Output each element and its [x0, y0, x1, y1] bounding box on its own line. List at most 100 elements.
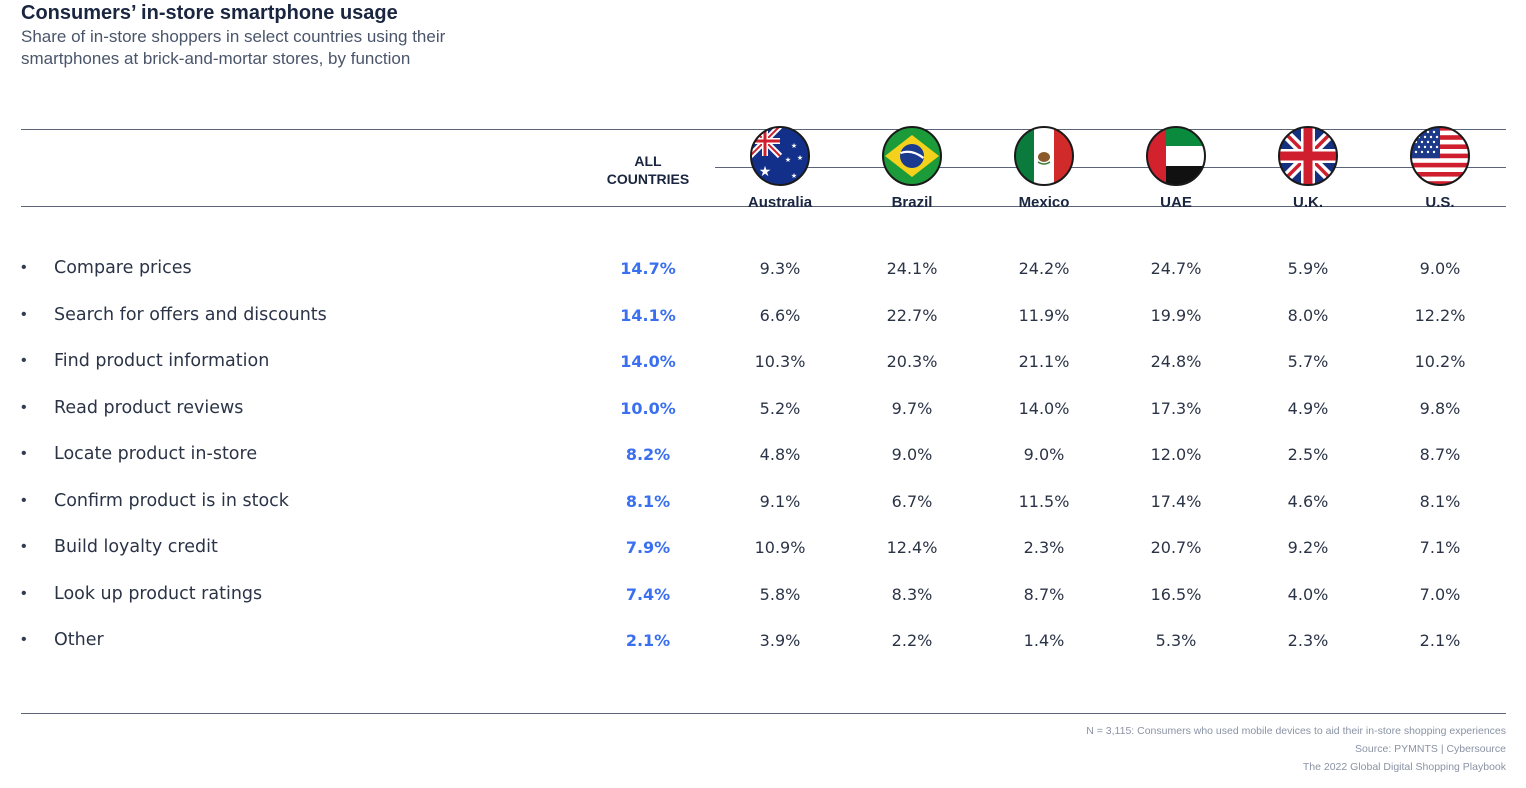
- row-label: Read product reviews: [54, 397, 244, 418]
- footer-rule: [21, 713, 1506, 714]
- country-value: 20.3%: [886, 352, 938, 371]
- all-countries-value: 14.0%: [620, 352, 676, 371]
- country-value: 4.9%: [1287, 398, 1329, 418]
- country-value: 4.6%: [1287, 491, 1329, 511]
- uae-flag-icon: [1146, 126, 1206, 186]
- country-value: 9.0%: [1023, 445, 1065, 464]
- row-label: Search for offers and discounts: [54, 304, 327, 325]
- flag-band-bottom-rule: [715, 167, 1506, 168]
- top-rule: [21, 129, 715, 130]
- country-value: 6.6%: [759, 305, 801, 325]
- country-value: 5.2%: [759, 398, 801, 418]
- country-value: 5.9%: [1287, 259, 1329, 278]
- country-name-australia: Australia: [747, 194, 813, 211]
- table-row: • Locate product in-store 8.2% 4.8% 9.0% 9.0%…: [0, 437, 1526, 477]
- country-value: 8.0%: [1287, 305, 1329, 325]
- all-countries-value: 2.1%: [625, 631, 671, 650]
- bullet-marker: •: [21, 445, 27, 462]
- all-countries-value: 7.9%: [625, 538, 671, 557]
- all-countries-value: 14.1%: [620, 305, 676, 325]
- country-value: 2.5%: [1287, 445, 1329, 464]
- table-row: • Find product information 14.0% 10.3% 20.3%…: [0, 344, 1526, 384]
- table-row: • Confirm product is in stock 8.1% 9.1% 6.7%…: [0, 484, 1526, 524]
- all-countries-value: 14.7%: [620, 259, 676, 278]
- country-value: 5.8%: [759, 584, 801, 604]
- footer-source: Source: PYMNTS | Cybersource: [1355, 743, 1506, 755]
- country-value: 24.2%: [1018, 259, 1070, 278]
- mexico-flag-icon: [1014, 126, 1074, 186]
- country-value: 7.1%: [1419, 538, 1461, 557]
- bullet-marker: •: [21, 538, 27, 555]
- country-value: 9.7%: [891, 398, 933, 418]
- country-value: 10.2%: [1414, 352, 1466, 371]
- country-name-uk: U.K.: [1293, 194, 1323, 211]
- row-label: Locate product in-store: [54, 444, 258, 464]
- footer-note: N = 3,115: Consumers who used mobile dev…: [1086, 725, 1506, 737]
- country-name-mexico: Mexico: [1018, 194, 1070, 211]
- country-value: 12.0%: [1150, 445, 1202, 464]
- country-value: 14.0%: [1018, 398, 1070, 418]
- chart-title: Consumers’ in-store smartphone usage: [21, 2, 398, 24]
- country-value: 9.1%: [759, 491, 801, 511]
- country-header-us: U.S.: [1380, 126, 1500, 211]
- country-value: 11.5%: [1018, 491, 1070, 511]
- row-label: Look up product ratings: [54, 583, 263, 604]
- row-label: Other: [54, 630, 104, 650]
- country-value: 3.9%: [759, 631, 801, 650]
- all-countries-line1: ALL: [634, 153, 662, 169]
- svg-text:★: ★: [797, 154, 803, 162]
- country-value: 8.7%: [1023, 584, 1065, 604]
- country-value: 9.0%: [891, 445, 933, 464]
- header-rule: [21, 206, 1506, 207]
- svg-text:★: ★: [785, 156, 791, 164]
- all-countries-value: 10.0%: [620, 398, 676, 418]
- row-label: Find product information: [54, 351, 270, 371]
- country-value: 24.8%: [1150, 352, 1202, 371]
- country-value: 8.1%: [1419, 491, 1461, 511]
- table-row: • Other 2.1% 3.9% 2.2% 1.4% 5.3% 2.3% 2.1%: [0, 623, 1526, 663]
- country-header-brazil: Brazil: [852, 126, 972, 211]
- table-row: • Read product reviews 10.0% 5.2% 9.7% 14.0% 1…: [0, 391, 1526, 431]
- country-value: 1.4%: [1023, 631, 1065, 650]
- country-value: 9.3%: [759, 259, 801, 278]
- country-value: 4.8%: [759, 445, 801, 464]
- country-header-uae: UAE: [1116, 126, 1236, 211]
- bullet-marker: •: [21, 259, 27, 276]
- country-value: 5.3%: [1155, 631, 1197, 650]
- country-value: 6.7%: [891, 491, 933, 511]
- country-header-australia: ★ ★ ★ ★ ★ Australia: [720, 126, 840, 211]
- row-label: Confirm product is in stock: [54, 490, 289, 511]
- country-value: 9.8%: [1419, 398, 1461, 418]
- bullet-marker: •: [21, 305, 27, 323]
- all-countries-value: 8.1%: [625, 491, 671, 511]
- table-row: • Look up product ratings 7.4% 5.8% 8.3% 8.7%…: [0, 577, 1526, 617]
- country-value: 7.0%: [1419, 584, 1461, 604]
- all-countries-header: ALL COUNTRIES: [588, 152, 708, 188]
- us-flag-icon: [1410, 126, 1470, 186]
- table-row: • Compare prices 14.7% 9.3% 24.1% 24.2% 24.7% 5…: [0, 251, 1526, 291]
- country-value: 22.7%: [886, 305, 938, 325]
- table-row: • Search for offers and discounts 14.1% 6.6…: [0, 298, 1526, 338]
- country-value: 2.1%: [1419, 631, 1461, 650]
- bullet-marker: •: [21, 631, 27, 648]
- country-value: 24.7%: [1150, 259, 1202, 278]
- country-value: 9.0%: [1419, 259, 1461, 278]
- country-value: 17.4%: [1150, 491, 1202, 511]
- uk-flag-icon: [1278, 126, 1338, 186]
- footer-publication: The 2022 Global Digital Shopping Playboo…: [1302, 761, 1506, 773]
- country-header-uk: U.K.: [1248, 126, 1368, 211]
- row-label: Compare prices: [54, 258, 192, 278]
- chart-subtitle: Share of in-store shoppers in select cou…: [21, 27, 446, 68]
- country-value: 2.3%: [1023, 538, 1065, 557]
- svg-text:★: ★: [791, 172, 797, 180]
- country-value: 4.0%: [1287, 584, 1329, 604]
- all-countries-value: 7.4%: [625, 584, 671, 604]
- country-name-brazil: Brazil: [891, 194, 933, 211]
- table-row: • Build loyalty credit 7.9% 10.9% 12.4% 2.3% 2…: [0, 530, 1526, 570]
- svg-text:★: ★: [759, 164, 772, 180]
- country-value: 24.1%: [886, 259, 938, 278]
- country-value: 12.4%: [886, 538, 938, 557]
- country-value: 5.7%: [1287, 352, 1329, 371]
- australia-flag-icon: ★ ★ ★ ★ ★: [750, 126, 810, 186]
- country-value: 16.5%: [1150, 584, 1202, 604]
